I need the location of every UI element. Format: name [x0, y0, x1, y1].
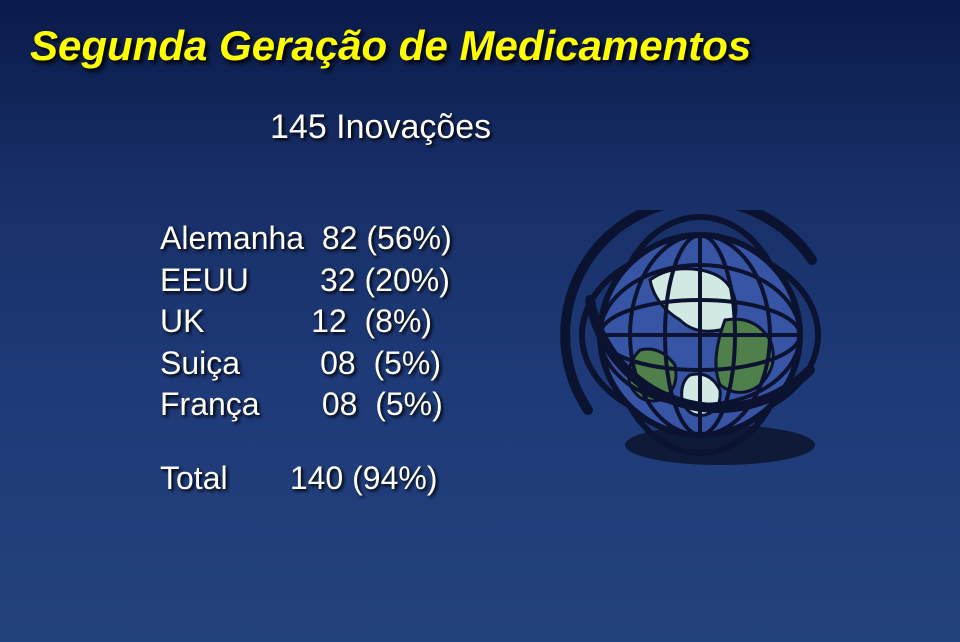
globe-icon: [560, 210, 840, 470]
data-table: Alemanha 82 (56%) EEUU 32 (20%) UK 12 (8…: [160, 218, 452, 426]
table-row: Alemanha 82 (56%): [160, 220, 452, 256]
slide-subtitle: 145 Inovações: [270, 108, 491, 147]
slide: Segunda Geração de Medicamentos 145 Inov…: [0, 0, 960, 642]
table-row: França 08 (5%): [160, 386, 443, 422]
total-row: Total 140 (94%): [160, 460, 437, 497]
slide-title: Segunda Geração de Medicamentos: [30, 22, 751, 70]
table-row: Suiça 08 (5%): [160, 345, 441, 381]
table-row: UK 12 (8%): [160, 303, 432, 339]
table-row: EEUU 32 (20%): [160, 262, 450, 298]
